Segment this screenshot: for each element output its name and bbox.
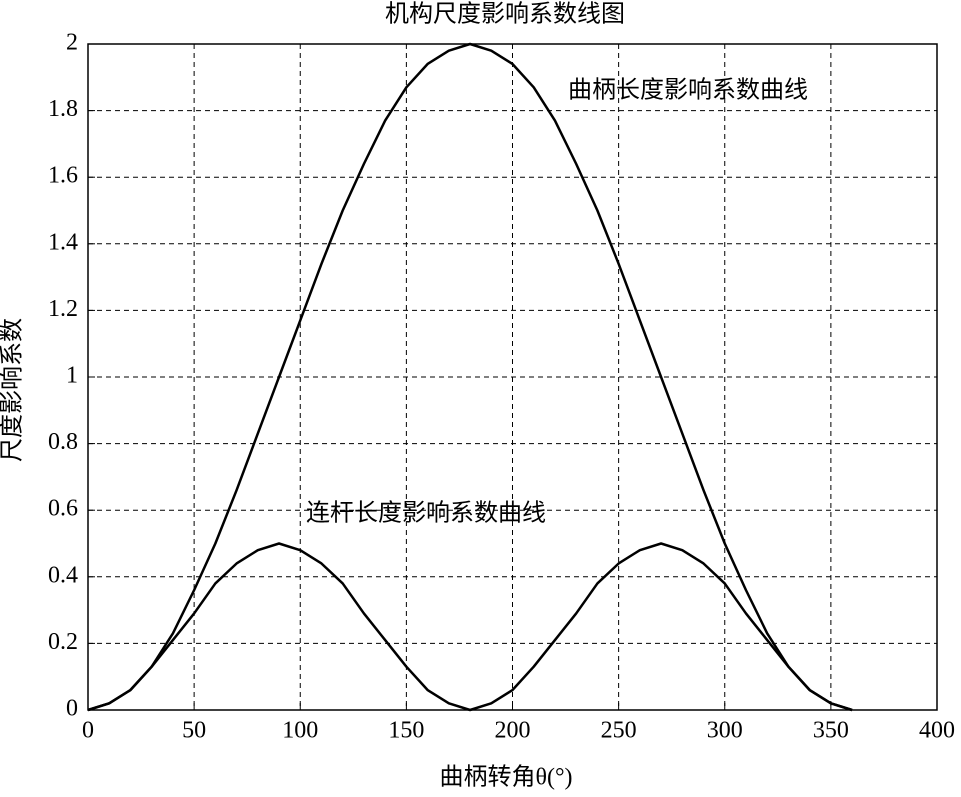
y-tick-label: 2 <box>66 30 78 56</box>
x-tick-label: 400 <box>919 718 955 744</box>
y-tick-label: 1.2 <box>48 296 78 322</box>
y-tick-label: 0.6 <box>48 496 78 522</box>
x-tick-label: 100 <box>282 718 318 744</box>
y-tick-label: 1.6 <box>48 163 78 189</box>
data-line <box>87 542 853 712</box>
y-tick-label: 0.4 <box>48 562 78 588</box>
x-tick-label: 300 <box>707 718 743 744</box>
y-tick-label: 1.8 <box>48 96 78 122</box>
x-tick-label: 200 <box>495 718 531 744</box>
y-tick-label: 0 <box>66 696 78 722</box>
x-tick-label: 150 <box>388 718 424 744</box>
x-tick-label: 250 <box>601 718 637 744</box>
chart-title: 机构尺度影响系数线图 <box>385 1 625 28</box>
y-axis-label: 尺度影响系数 <box>0 318 26 462</box>
x-tick-label: 0 <box>82 718 94 744</box>
data-line <box>87 42 853 712</box>
annotation: 连杆长度影响系数曲线 <box>306 500 546 527</box>
x-tick-label: 350 <box>813 718 849 744</box>
x-axis-label: 曲柄转角θ(°) <box>439 764 572 791</box>
y-tick-label: 1 <box>66 363 78 389</box>
y-tick-label: 1.4 <box>48 229 78 255</box>
x-tick-label: 50 <box>182 718 206 744</box>
y-tick-label: 0.8 <box>48 429 78 455</box>
annotation: 曲柄长度影响系数曲线 <box>568 77 808 104</box>
y-tick-label: 0.2 <box>48 629 78 655</box>
